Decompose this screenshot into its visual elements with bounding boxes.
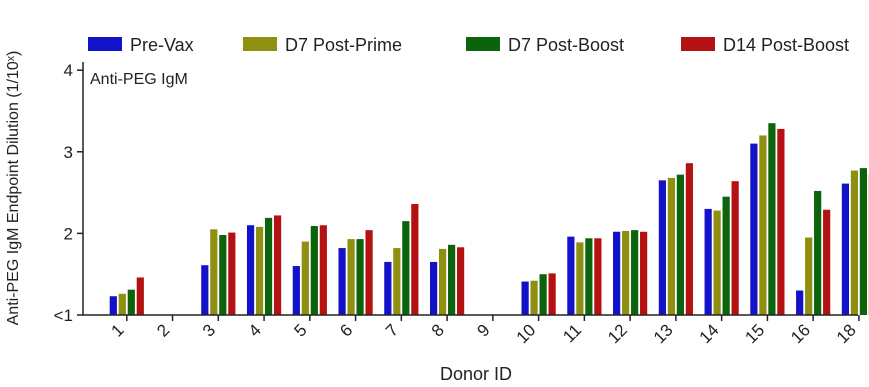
- bar-pre-vax-donor-10: [521, 281, 529, 315]
- bar-d7-post-boost-donor-10: [539, 274, 547, 315]
- bar-d7-post-boost-donor-4: [264, 217, 273, 315]
- bar-pre-vax-donor-14: [704, 208, 712, 315]
- x-tick-label: 6: [336, 320, 356, 340]
- bar-d7-post-prime-donor-6: [347, 239, 355, 315]
- bar-d7-post-boost-donor-15: [768, 123, 776, 315]
- bars: [109, 123, 869, 315]
- bar-d7-post-boost-donor-16: [814, 190, 822, 315]
- bar-d7-post-prime-donor-15: [759, 135, 767, 315]
- bar-d7-post-boost-donor-13: [676, 174, 684, 315]
- y-tick-label: <1: [54, 306, 73, 325]
- bar-d7-post-boost-donor-3: [219, 235, 227, 315]
- x-tick-label: 16: [787, 320, 814, 347]
- bar-d7-post-boost-donor-7: [402, 221, 410, 315]
- bar-d14-post-boost-donor-6: [365, 230, 373, 315]
- bar-d14-post-boost-donor-11: [594, 238, 602, 315]
- x-tick-label: 13: [650, 320, 677, 347]
- bar-d7-post-prime-donor-7: [393, 248, 401, 315]
- x-tick-label: 15: [741, 320, 768, 347]
- bar-d14-post-boost-donor-8: [456, 247, 465, 315]
- x-tick-label: 18: [833, 320, 860, 347]
- y-tick-label: 4: [64, 61, 73, 80]
- y-tick-label: 2: [64, 224, 73, 243]
- bar-d14-post-boost-donor-3: [228, 232, 236, 315]
- bar-pre-vax-donor-16: [796, 290, 804, 315]
- bar-d7-post-boost-donor-5: [310, 226, 318, 315]
- bar-d7-post-boost-donor-6: [356, 239, 364, 315]
- x-tick-label: 4: [245, 320, 265, 340]
- legend-swatch: [466, 37, 500, 51]
- bar-pre-vax-donor-15: [750, 143, 758, 315]
- bar-d7-post-boost-donor-12: [631, 230, 639, 315]
- x-tick-label: 11: [559, 320, 585, 346]
- bar-d7-post-prime-donor-16: [805, 237, 813, 315]
- x-tick-label: 2: [153, 320, 173, 340]
- bar-pre-vax-donor-8: [429, 261, 438, 315]
- bar-d7-post-prime-donor-1: [118, 293, 126, 315]
- bar-d14-post-boost-donor-14: [731, 181, 739, 315]
- bar-d7-post-prime-donor-13: [667, 177, 675, 315]
- bar-d7-post-boost-donor-11: [585, 238, 593, 315]
- x-axis-label: Donor ID: [440, 364, 512, 384]
- x-tick-label: 10: [513, 320, 540, 347]
- y-tick-label: 3: [64, 143, 73, 162]
- x-tick-label: 14: [696, 320, 723, 347]
- legend-swatch: [88, 37, 122, 51]
- bar-d7-post-prime-donor-12: [622, 230, 630, 315]
- bar-d14-post-boost-donor-16: [823, 209, 831, 315]
- bar-d7-post-prime-donor-14: [713, 210, 721, 315]
- bar-d7-post-prime-donor-8: [438, 248, 447, 315]
- x-tick-label: 7: [382, 320, 402, 340]
- bar-d7-post-boost-donor-18: [859, 168, 868, 315]
- bar-d7-post-prime-donor-4: [255, 226, 264, 315]
- bar-d7-post-prime-donor-18: [850, 170, 859, 315]
- legend-swatch: [681, 37, 715, 51]
- legend-label: D7 Post-Prime: [285, 35, 402, 55]
- bar-d14-post-boost-donor-7: [411, 204, 419, 315]
- bar-d7-post-prime-donor-3: [210, 229, 218, 315]
- legend-swatch: [243, 37, 277, 51]
- bar-pre-vax-donor-18: [841, 183, 850, 315]
- chart-title: Anti-PEG IgM: [90, 71, 188, 88]
- bar-d7-post-boost-donor-8: [447, 244, 456, 315]
- x-tick-label: 12: [604, 320, 631, 347]
- bar-pre-vax-donor-4: [246, 225, 255, 315]
- x-tick-label: 1: [107, 320, 127, 340]
- bar-d7-post-boost-donor-14: [722, 196, 730, 315]
- bar-d14-post-boost-donor-4: [273, 215, 282, 315]
- y-axis-label: Anti-PEG IgM Endpoint Dilution (1/10ˣ): [5, 51, 22, 326]
- bar-d14-post-boost-donor-1: [136, 277, 144, 315]
- bar-pre-vax-donor-1: [109, 296, 117, 315]
- bar-d14-post-boost-donor-10: [548, 273, 556, 315]
- bar-pre-vax-donor-6: [338, 248, 346, 315]
- x-tick-label: 8: [428, 320, 448, 340]
- bar-pre-vax-donor-7: [384, 261, 392, 315]
- bar-d7-post-boost-donor-1: [127, 289, 135, 315]
- bar-pre-vax-donor-5: [292, 266, 300, 315]
- bar-d14-post-boost-donor-15: [777, 128, 785, 315]
- bar-d7-post-prime-donor-5: [301, 241, 309, 315]
- bar-pre-vax-donor-11: [567, 236, 575, 315]
- x-tick-label: 9: [474, 320, 494, 340]
- bar-d14-post-boost-donor-12: [640, 231, 648, 315]
- bar-pre-vax-donor-13: [658, 180, 666, 315]
- bar-pre-vax-donor-12: [613, 231, 621, 315]
- bar-d14-post-boost-donor-5: [319, 225, 327, 315]
- legend-label: D14 Post-Boost: [723, 35, 849, 55]
- x-tick-label: 3: [199, 320, 219, 340]
- bar-d14-post-boost-donor-13: [685, 163, 693, 315]
- bar-d7-post-prime-donor-11: [576, 242, 584, 315]
- legend-label: Pre-Vax: [130, 35, 194, 55]
- x-tick-label: 5: [291, 320, 311, 340]
- legend-label: D7 Post-Boost: [508, 35, 624, 55]
- bar-pre-vax-donor-3: [201, 265, 209, 315]
- bar-d7-post-prime-donor-10: [530, 280, 538, 315]
- legend: Pre-Vax D7 Post-Prime D7 Post-Boost D14 Pos…: [88, 35, 849, 55]
